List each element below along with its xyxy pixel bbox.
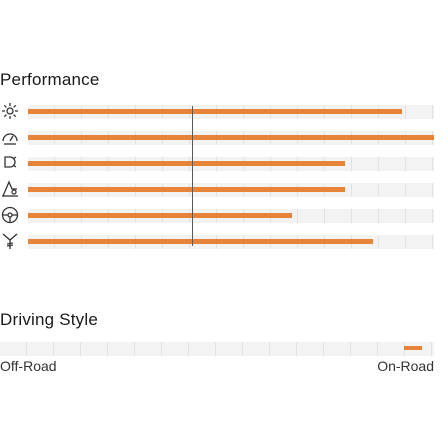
performance-row-2 xyxy=(0,126,448,150)
performance-bar-track-1 xyxy=(28,105,434,119)
speedometer-icon xyxy=(0,126,20,148)
performance-bar-fill-2 xyxy=(28,135,434,140)
performance-bar-fill-1 xyxy=(28,109,402,114)
performance-bar-fill-5 xyxy=(28,213,292,218)
performance-title: Performance xyxy=(0,70,100,89)
performance-bar-track-4 xyxy=(28,183,434,197)
performance-bar-track-3 xyxy=(28,157,434,171)
performance-bar-fill-4 xyxy=(28,187,345,192)
performance-row-1 xyxy=(0,100,448,124)
turbo-icon xyxy=(0,152,20,174)
driving-style-marker[interactable] xyxy=(404,346,422,350)
performance-bar-fill-3 xyxy=(28,161,345,166)
driving-style-slider[interactable] xyxy=(0,342,434,356)
driving-style-title: Driving Style xyxy=(0,310,99,329)
performance-bar-fill-6 xyxy=(28,239,373,244)
performance-bar-track-6 xyxy=(28,235,434,249)
sun-gear-icon xyxy=(0,100,20,122)
off-road-label: Off-Road xyxy=(0,358,57,374)
reference-marker-line xyxy=(192,106,193,246)
on-road-label: On-Road xyxy=(377,358,434,374)
steering-wheel-icon xyxy=(0,204,20,226)
acceleration-icon xyxy=(0,178,20,200)
performance-row-6 xyxy=(0,230,448,254)
suspension-icon xyxy=(0,230,20,252)
performance-row-4 xyxy=(0,178,448,202)
performance-row-5 xyxy=(0,204,448,228)
performance-row-3 xyxy=(0,152,448,176)
performance-bar-track-5 xyxy=(28,209,434,223)
performance-bar-track-2 xyxy=(28,131,434,145)
